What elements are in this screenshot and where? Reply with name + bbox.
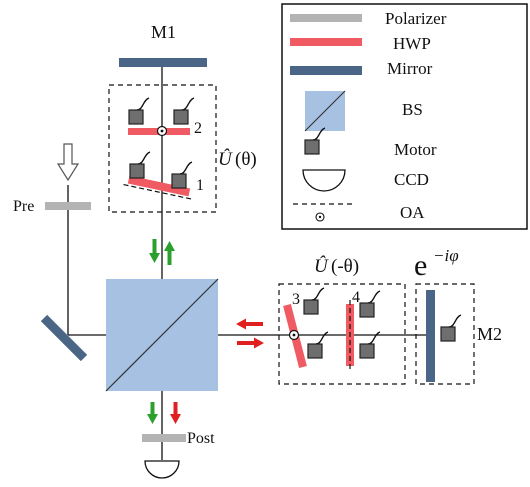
wp-3-label: 3 [292, 291, 300, 308]
mirror-m2 [426, 290, 435, 382]
legend-label-bs: BS [402, 100, 423, 119]
legend: Polarizer HWP Mirror BS Motor CCD OA [281, 3, 528, 230]
legend-label-hwp: HWP [393, 34, 431, 53]
hwp-1 [123, 175, 193, 200]
motor-icon-wp2-left [128, 97, 150, 125]
legend-swatch-mirror [290, 66, 362, 75]
arrow-left-red-icon [236, 318, 263, 330]
motor-icon-m2 [440, 314, 462, 342]
m1-label: M1 [151, 22, 176, 42]
wp-1-label: 1 [196, 177, 204, 194]
motor-icon-wp1-left [129, 151, 151, 179]
legend-swatch-bs [304, 90, 346, 132]
svg-text:(θ): (θ) [235, 149, 257, 170]
post-label: Post [187, 430, 215, 447]
legend-ccd-icon [302, 169, 346, 192]
unitary-theta-label: Û (θ) [218, 148, 257, 170]
m2-dashed-box [415, 283, 475, 385]
legend-label-mirror: Mirror [387, 59, 433, 78]
legend-swatch-polarizer [290, 14, 362, 22]
pre-label: Pre [13, 198, 34, 215]
mirror-m1 [119, 58, 207, 67]
beam-splitter [105, 278, 219, 392]
legend-label-motor: Motor [394, 140, 437, 159]
arrow-down-green-icon-post [147, 402, 158, 424]
ccd-icon-detector [144, 460, 180, 479]
steering-mirror [40, 314, 88, 362]
legend-label-polarizer: Polarizer [385, 9, 447, 28]
arrow-up-green-icon [164, 241, 175, 265]
m2-label: M2 [477, 324, 502, 344]
motor-icon-wp1-right [171, 161, 193, 189]
wp-4-label: 4 [352, 289, 360, 306]
motor-icon-wp4-top [359, 290, 381, 318]
svg-text:−iφ: −iφ [433, 246, 459, 265]
unitary-minus-theta-label: Û (-θ) [314, 255, 359, 277]
phase-label: e −iφ [414, 246, 459, 282]
motor-icon-wp2-right [173, 97, 195, 125]
arrow-right-red-icon [237, 337, 264, 349]
arrow-down-red-icon [170, 402, 181, 424]
unitary-box-right [278, 283, 406, 385]
svg-text:Û: Û [314, 255, 329, 277]
wp-2-label: 2 [194, 120, 202, 137]
pre-polarizer [45, 202, 91, 210]
motor-icon-wp4-bottom [359, 331, 381, 359]
svg-text:e: e [414, 249, 427, 282]
post-polarizer [142, 434, 186, 442]
arrow-down-green-icon [149, 239, 160, 263]
arrow-down-hollow-icon [56, 143, 80, 182]
svg-text:(-θ): (-θ) [331, 256, 359, 277]
legend-swatch-hwp [290, 38, 362, 46]
motor-icon-wp3-top [303, 287, 325, 315]
motor-icon-wp3-bottom [307, 331, 329, 359]
legend-label-ccd: CCD [394, 170, 429, 189]
svg-text:Û: Û [218, 148, 233, 170]
legend-label-oa: OA [400, 203, 425, 222]
